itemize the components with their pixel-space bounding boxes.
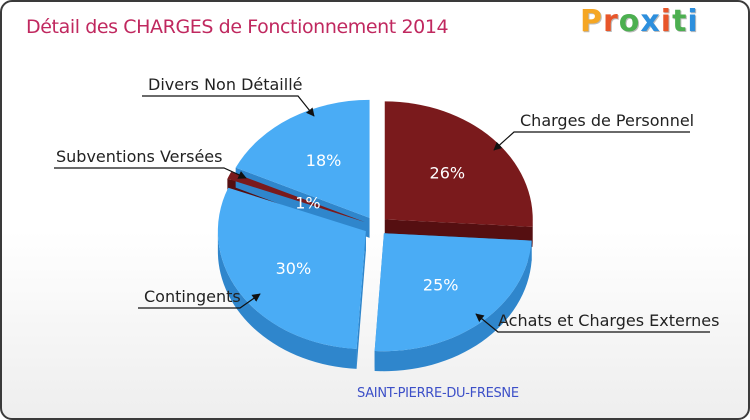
slice-category-label: Charges de Personnel bbox=[520, 111, 694, 130]
slice-percent-label: 25% bbox=[423, 276, 459, 295]
logo-letter: i bbox=[660, 4, 673, 39]
slice-category-label: Subventions Versées bbox=[56, 147, 222, 166]
pie-slice bbox=[227, 171, 365, 223]
slice-cut-face bbox=[356, 231, 366, 369]
commune-name: SAINT-PIERRE-DU-FRESNE bbox=[357, 386, 519, 401]
slice-category-label: Contingents bbox=[144, 287, 241, 306]
callout-leader bbox=[475, 313, 710, 333]
logo-letter: t bbox=[672, 4, 688, 39]
callout-leader bbox=[54, 167, 247, 179]
logo-letter: P bbox=[580, 4, 603, 39]
callout-leader bbox=[142, 95, 315, 117]
slice-side-wall bbox=[374, 240, 532, 372]
slice-category-label: Achats et Charges Externes bbox=[498, 311, 719, 330]
logo-letter: r bbox=[603, 4, 619, 39]
callout-leader bbox=[493, 131, 690, 151]
chart-title: Détail des CHARGES de Fonctionnement 201… bbox=[26, 16, 449, 38]
slice-percent-label: 30% bbox=[276, 259, 312, 278]
pie-slice bbox=[374, 233, 532, 352]
slice-percent-label: 1% bbox=[295, 194, 320, 213]
callout-leader bbox=[138, 293, 261, 309]
logo-letter: o bbox=[618, 4, 641, 39]
slice-side-wall bbox=[217, 231, 357, 369]
pie-slice bbox=[217, 187, 366, 349]
logo-letter: x bbox=[640, 4, 661, 39]
pie-slice bbox=[235, 99, 370, 218]
proxiti-logo: Proxiti bbox=[580, 4, 699, 39]
slice-percent-label: 26% bbox=[430, 164, 466, 183]
slice-cut-face bbox=[235, 167, 370, 238]
pie-slice bbox=[384, 101, 533, 227]
slice-percent-label: 18% bbox=[306, 151, 342, 170]
logo-letter: i bbox=[687, 4, 699, 39]
slice-category-label: Divers Non Détaillé bbox=[148, 75, 302, 94]
